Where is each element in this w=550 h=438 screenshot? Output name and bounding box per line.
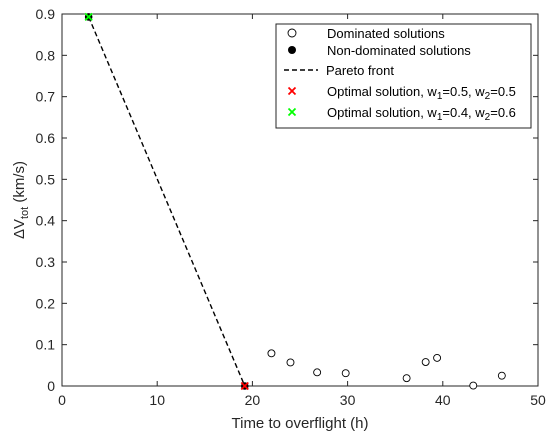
x-tick-label: 40: [435, 392, 451, 408]
x-tick-label: 30: [340, 392, 356, 408]
dominated-point: [402, 374, 411, 383]
pareto-front-line: [88, 16, 246, 387]
x-tick-label: 20: [245, 392, 261, 408]
legend-label: Optimal solution, w1=0.5, w2=0.5: [327, 84, 516, 102]
x-axis-title: Time to overflight (h): [232, 415, 369, 432]
dominated-point: [313, 368, 322, 377]
dominated-point: [421, 358, 430, 366]
dominated-point: [286, 358, 295, 367]
y-tick-label: 0.1: [36, 337, 56, 353]
y-tick-label: 0.3: [36, 254, 56, 270]
dominated-point: [497, 371, 506, 380]
legend-entry: Non-dominated solutions: [288, 43, 471, 58]
series-layer: [84, 12, 506, 391]
x-tick-label: 10: [149, 392, 165, 408]
legend-box: [275, 23, 532, 129]
legend-entry: Optimal solution, w1=0.5, w2=0.5: [287, 84, 516, 102]
dominated-point: [341, 369, 350, 378]
legend-marker-open-circle: [287, 28, 297, 38]
axis-ticks: 0 10 20 30 40 50 0 0.1 0.2 0.3 0.4 0.5 0.6 0.7 0.8 0.9: [36, 6, 546, 408]
legend-entry: Optimal solution, w1=0.4, w2=0.6: [287, 105, 516, 123]
optimal-solution-point-2: [84, 12, 93, 22]
dominated-point: [433, 353, 442, 362]
legend-label: Pareto front: [326, 63, 394, 78]
legend-entry: Dominated solutions: [287, 26, 445, 41]
y-tick-label: 0.9: [36, 6, 56, 22]
legend-entry: Pareto front: [284, 63, 394, 78]
legend-label: Non-dominated solutions: [327, 43, 471, 58]
x-tick-label: 50: [530, 392, 546, 408]
y-tick-label: 0.8: [36, 47, 56, 63]
dominated-point: [469, 381, 478, 390]
y-tick-label: 0.2: [36, 295, 56, 311]
legend-label: Dominated solutions: [327, 26, 445, 41]
legend-label: Optimal solution, w1=0.4, w2=0.6: [327, 105, 516, 123]
x-tick-label: 0: [58, 392, 66, 408]
y-axis-title: ΔVtot (km/s): [11, 161, 31, 239]
legend-marker-x: [287, 86, 297, 96]
y-tick-label: 0.7: [36, 89, 56, 105]
y-tick-label: 0.6: [36, 130, 56, 146]
dominated-point: [267, 349, 276, 358]
y-tick-label: 0.5: [36, 171, 56, 187]
legend: Dominated solutions Non-dominated solutio…: [275, 23, 532, 129]
optimal-solution-point-1: [240, 381, 249, 391]
legend-marker-filled-circle: [288, 46, 296, 54]
y-tick-label: 0.4: [36, 213, 56, 229]
y-tick-label: 0: [47, 378, 55, 394]
legend-marker-x: [287, 107, 297, 117]
